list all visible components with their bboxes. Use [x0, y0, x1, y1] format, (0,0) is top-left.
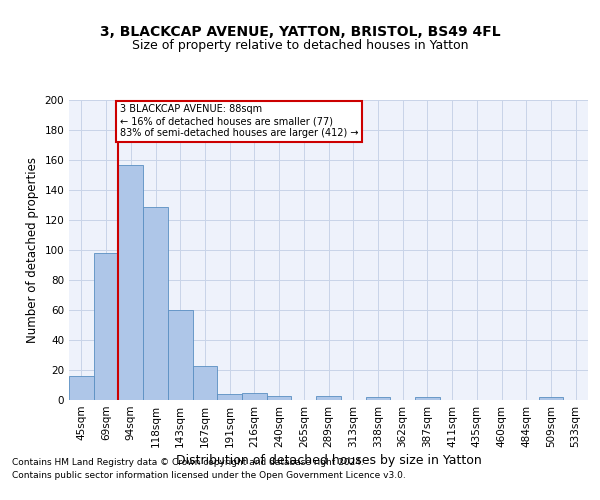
Y-axis label: Number of detached properties: Number of detached properties [26, 157, 39, 343]
Bar [267, 396, 292, 400]
Bar [143, 206, 168, 400]
Text: 3 BLACKCAP AVENUE: 88sqm
← 16% of detached houses are smaller (77)
83% of semi-d: 3 BLACKCAP AVENUE: 88sqm ← 16% of detach… [119, 104, 358, 138]
Bar [168, 310, 193, 400]
Bar [365, 397, 390, 400]
Bar [242, 392, 267, 400]
Bar [69, 376, 94, 400]
Bar [316, 396, 341, 400]
Text: Contains public sector information licensed under the Open Government Licence v3: Contains public sector information licen… [12, 472, 406, 480]
Bar [415, 397, 440, 400]
Text: Size of property relative to detached houses in Yatton: Size of property relative to detached ho… [132, 38, 468, 52]
Text: 3, BLACKCAP AVENUE, YATTON, BRISTOL, BS49 4FL: 3, BLACKCAP AVENUE, YATTON, BRISTOL, BS4… [100, 26, 500, 40]
Text: Contains HM Land Registry data © Crown copyright and database right 2024.: Contains HM Land Registry data © Crown c… [12, 458, 364, 467]
Bar [94, 253, 118, 400]
Bar [193, 366, 217, 400]
Bar [217, 394, 242, 400]
X-axis label: Distribution of detached houses by size in Yatton: Distribution of detached houses by size … [176, 454, 481, 467]
Bar [118, 164, 143, 400]
Bar [539, 397, 563, 400]
